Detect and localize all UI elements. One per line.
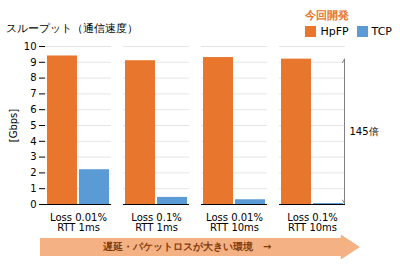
svg-text:6: 6: [30, 104, 36, 115]
svg-text:145倍: 145倍: [350, 126, 379, 137]
svg-text:3: 3: [30, 151, 36, 162]
html-text:TCP: TCP: [371, 25, 392, 38]
svg-text:5: 5: [30, 120, 36, 131]
html-text:今回開発: 今回開発: [305, 9, 350, 22]
html-text:スループット（通信速度）: スループット（通信速度）: [6, 22, 138, 35]
svg-text:0: 0: [30, 199, 36, 210]
svg-text:10: 10: [24, 41, 37, 52]
svg-text:2: 2: [30, 167, 36, 178]
html-text:HpFP: HpFP: [320, 25, 349, 38]
svg-text:Loss 0.01%RTT 1ms: Loss 0.01%RTT 1ms: [50, 212, 107, 233]
svg-text:9: 9: [30, 57, 36, 68]
svg-text:[Gbps]: [Gbps]: [8, 109, 19, 143]
svg-text:4: 4: [30, 136, 36, 147]
html-text:遅延・パケットロスが大きい環境 →: 遅延・パケットロスが大きい環境 →: [103, 241, 272, 252]
svg-text:7: 7: [30, 88, 36, 99]
svg-text:1: 1: [30, 183, 36, 194]
svg-text:Loss 0.01%RTT 10ms: Loss 0.01%RTT 10ms: [206, 212, 263, 233]
svg-text:8: 8: [30, 72, 36, 83]
svg-text:Loss 0.1%RTT 1ms: Loss 0.1%RTT 1ms: [131, 212, 182, 233]
svg-text:Loss 0.1%RTT 10ms: Loss 0.1%RTT 10ms: [287, 212, 338, 233]
